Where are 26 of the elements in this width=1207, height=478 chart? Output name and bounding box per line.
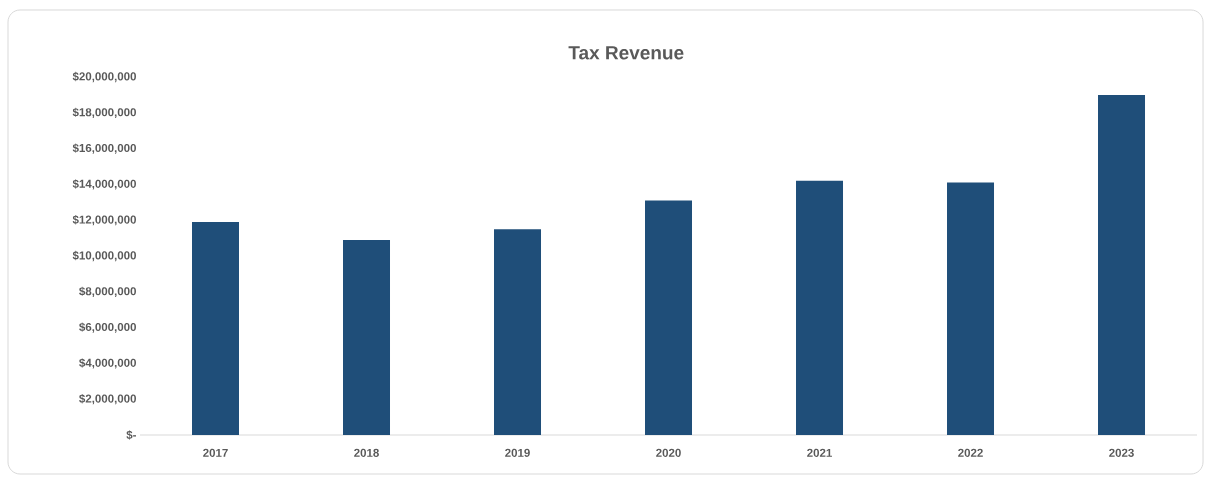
y-tick-label: $6,000,000 — [79, 322, 136, 333]
y-tick-label: $20,000,000 — [72, 71, 136, 83]
chart-title: Tax Revenue — [568, 46, 684, 60]
bar — [947, 182, 995, 435]
x-tick-label: 2020 — [656, 448, 681, 457]
bar — [192, 221, 239, 435]
y-tick-label: $2,000,000 — [79, 394, 136, 405]
x-tick-label: 2018 — [354, 448, 379, 457]
bar — [343, 239, 390, 435]
y-tick-label: $16,000,000 — [72, 143, 136, 154]
x-tick-label: 2021 — [807, 448, 832, 457]
bar — [796, 180, 844, 435]
x-tick-label: 2022 — [958, 448, 983, 457]
bar — [645, 200, 692, 435]
x-tick-label: 2023 — [1109, 448, 1134, 457]
y-tick-label: $8,000,000 — [79, 286, 136, 297]
y-tick-label: $- — [126, 430, 137, 440]
y-tick-label: $12,000,000 — [72, 215, 136, 226]
y-tick-label: $18,000,000 — [72, 107, 136, 118]
bar — [494, 229, 541, 435]
x-tick-label: 2019 — [505, 448, 530, 457]
bar — [1098, 94, 1146, 435]
x-tick-label: 2017 — [203, 448, 228, 457]
y-tick-label: $4,000,000 — [79, 358, 136, 369]
y-tick-label: $10,000,000 — [72, 250, 136, 262]
y-tick-label: $14,000,000 — [72, 179, 136, 190]
